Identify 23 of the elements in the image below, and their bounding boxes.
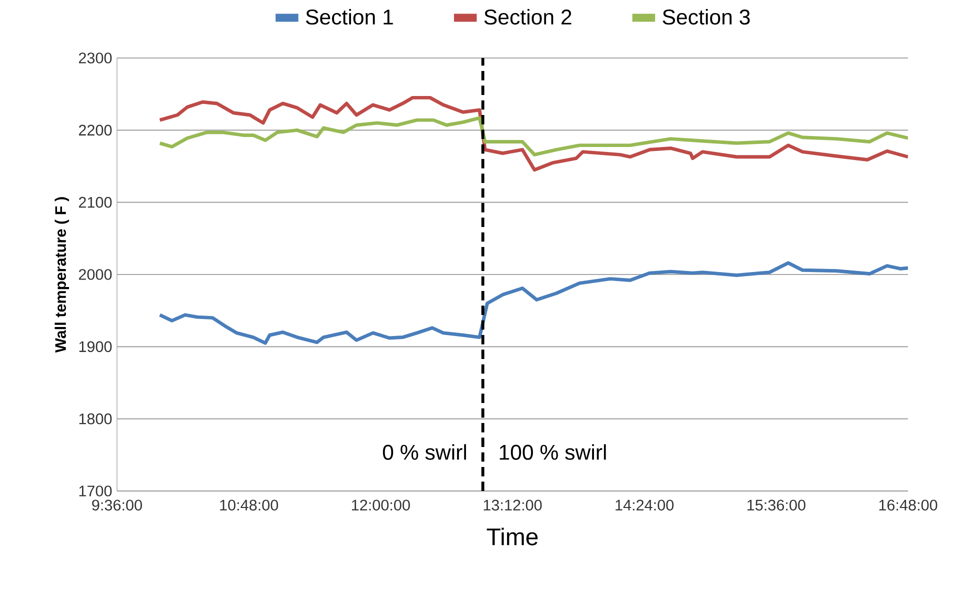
x-tick-label: 13:12:00 <box>484 500 542 511</box>
x-axis-title: Time <box>486 528 538 546</box>
y-tick-label: 2000 <box>78 269 112 280</box>
x-tick-label: 14:24:00 <box>616 500 674 511</box>
y-tick-label: 2300 <box>78 52 112 64</box>
y-tick-label: 2100 <box>78 196 112 208</box>
legend-label: Section 3 <box>662 8 750 25</box>
annotation: 0 % swirl <box>382 444 466 460</box>
legend-label: Section 2 <box>484 8 572 25</box>
x-tick-label: 9:36:00 <box>92 500 142 511</box>
x-tick-label: 12:00:00 <box>352 500 410 511</box>
y-tick-label: 1900 <box>79 341 112 352</box>
y-tick-label: 2200 <box>78 124 112 136</box>
y-tick-label: 1800 <box>79 413 112 424</box>
legend-label: Section 1 <box>306 8 393 25</box>
y-axis-title: Wall temperature ( F ) <box>54 197 70 353</box>
annotation: 100 % swirl <box>500 444 606 460</box>
x-tick-label: 10:48:00 <box>220 500 278 511</box>
y-tick-label: 1700 <box>79 486 112 496</box>
line-series <box>158 96 908 172</box>
line-series <box>158 261 908 345</box>
x-tick-label: 15:36:00 <box>747 500 806 511</box>
x-tick-label: 16:48:00 <box>879 500 938 511</box>
